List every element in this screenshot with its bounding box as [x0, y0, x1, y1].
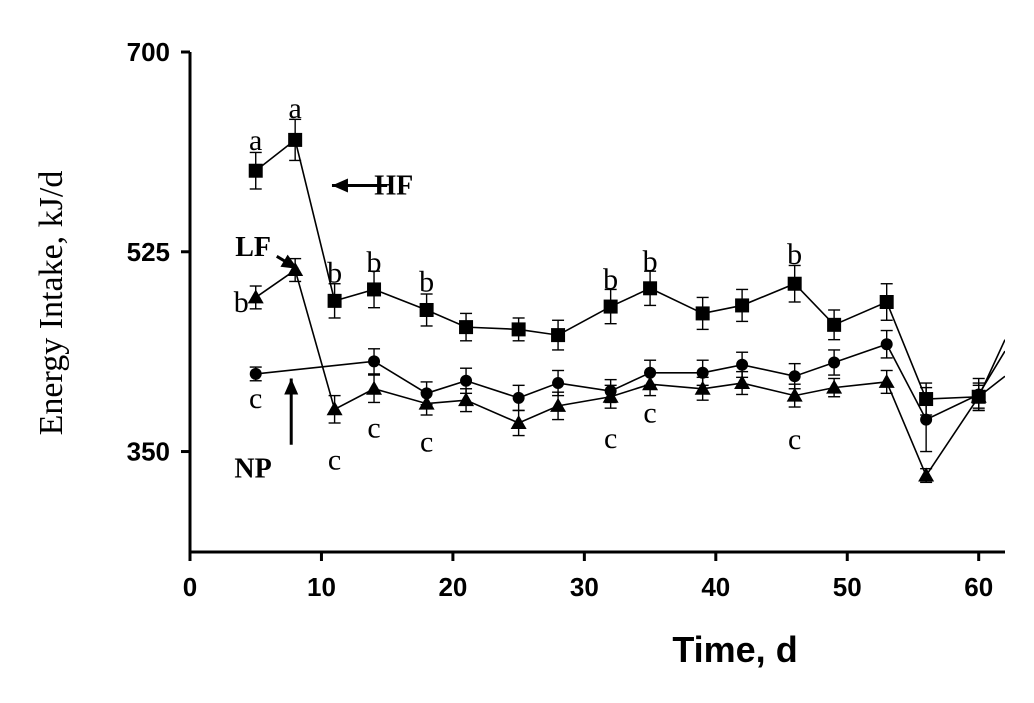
data-point-hf	[735, 298, 750, 313]
series-label-lf: LF	[235, 232, 271, 263]
data-point-hf	[879, 295, 894, 309]
series-lf	[247, 257, 1005, 484]
data-point-lf	[878, 373, 895, 388]
data-point-lf	[418, 395, 435, 410]
data-point-hf	[419, 302, 434, 317]
data-point-lf	[326, 401, 343, 416]
data-point-hf	[327, 293, 342, 308]
data-point-np	[736, 358, 749, 371]
data-point-lf	[247, 289, 264, 304]
data-point-hf	[248, 163, 263, 178]
x-tick-label: 30	[570, 572, 599, 602]
significance-letter: c	[328, 444, 341, 477]
x-ticks: 0 10 20 30 40 50 60	[183, 552, 993, 602]
significance-letter: c	[420, 425, 433, 458]
arrow	[275, 254, 299, 271]
data-point-lf	[786, 387, 803, 402]
data-point-lf	[826, 379, 843, 394]
data-point-hf	[827, 317, 842, 332]
arrow	[331, 178, 388, 193]
series-line-np	[255, 343, 1005, 421]
arrow-head	[280, 254, 298, 269]
series-line-lf	[255, 268, 1005, 478]
data-point-hf	[551, 328, 566, 343]
x-axis-title: Time, d	[672, 629, 797, 670]
x-tick-label: 60	[964, 572, 993, 602]
data-point-lf	[458, 392, 475, 407]
x-tick-label: 10	[307, 572, 336, 602]
significance-letter: a	[288, 92, 301, 125]
axes: 350 525 700 0 10 20 30 40 50 60	[127, 37, 1005, 602]
significance-letter: b	[643, 245, 658, 278]
arrow-head	[284, 378, 299, 395]
significance-letter: a	[249, 124, 262, 157]
data-point-hf	[459, 320, 474, 335]
significance-letter: c	[643, 397, 656, 430]
significance-letter: b	[787, 238, 802, 271]
significance-letter: c	[604, 422, 617, 455]
data-point-hf	[511, 322, 526, 337]
series-layer	[247, 118, 1005, 484]
x-tick-label: 0	[183, 572, 197, 602]
data-point-lf	[510, 415, 527, 430]
data-point-hf	[643, 281, 658, 296]
data-point-hf	[787, 276, 802, 291]
data-point-lf	[918, 467, 935, 482]
significance-letter: b	[603, 263, 618, 296]
data-point-lf	[734, 375, 751, 390]
x-tick-label: 20	[438, 572, 467, 602]
data-point-np	[880, 338, 893, 351]
data-point-lf	[602, 388, 619, 403]
significance-letter: c	[788, 423, 801, 456]
data-point-lf	[642, 376, 659, 391]
data-point-hf	[603, 299, 618, 314]
data-point-np	[920, 413, 933, 426]
data-point-np	[828, 356, 841, 369]
y-tick-label: 700	[127, 37, 170, 67]
y-axis-title: Energy Intake, kJ/d	[33, 171, 70, 436]
data-point-np	[368, 355, 381, 368]
data-point-np	[788, 370, 801, 383]
data-point-hf	[695, 306, 710, 321]
data-point-lf	[366, 380, 383, 395]
data-point-np	[696, 366, 709, 379]
arrow-head	[331, 178, 348, 193]
significance-letter: b	[327, 256, 342, 289]
data-point-hf	[288, 132, 303, 147]
data-point-np	[249, 367, 262, 380]
data-point-lf	[970, 388, 987, 403]
data-point-hf	[367, 282, 382, 297]
significance-letter: b	[419, 265, 434, 298]
y-tick-label: 350	[127, 437, 170, 467]
data-point-np	[552, 377, 565, 390]
y-ticks: 350 525 700	[127, 37, 190, 467]
data-point-lf	[694, 380, 711, 395]
y-tick-label: 525	[127, 237, 170, 267]
data-point-np	[512, 391, 525, 404]
x-tick-label: 40	[701, 572, 730, 602]
significance-letter: c	[367, 412, 380, 445]
series-label-np: NP	[234, 454, 271, 485]
data-point-np	[460, 374, 473, 387]
x-tick-label: 50	[833, 572, 862, 602]
significance-letter: b	[367, 246, 382, 279]
significance-letter: c	[249, 382, 262, 415]
arrow	[284, 378, 299, 445]
data-point-lf	[550, 397, 567, 412]
significance-letter: b	[234, 286, 249, 319]
